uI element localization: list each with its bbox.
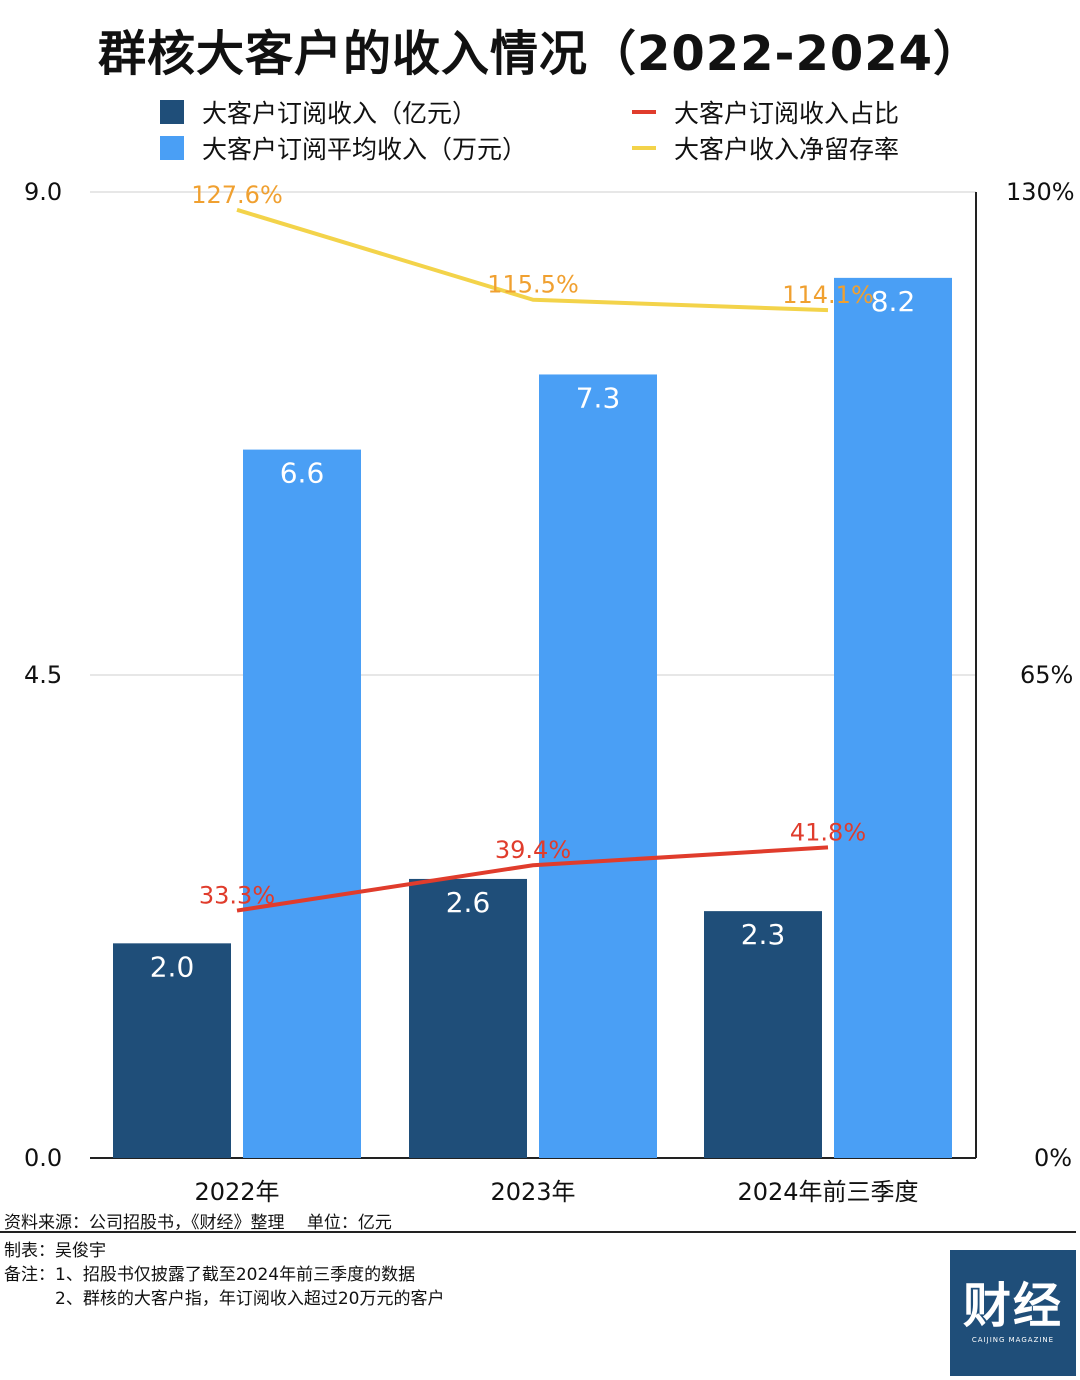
right-axis-tick: 0%: [1034, 1144, 1073, 1172]
legend-swatch: [160, 100, 184, 124]
source-note: 资料来源：公司招股书，《财经》整理 单位：亿元: [4, 1213, 392, 1233]
legend-item-subscription-revenue: 大客户订阅收入（亿元）: [160, 94, 477, 130]
right-axis-tick: 65%: [1020, 661, 1074, 689]
line-data-label: 127.6%: [191, 181, 283, 209]
bar-data-label: 2.3: [741, 918, 786, 951]
legend-swatch: [632, 146, 656, 150]
x-axis-label-2022: 2022年: [194, 1178, 280, 1206]
line-net-retention: [236, 207, 829, 313]
left-axis-tick: 4.5: [24, 661, 63, 689]
right-axis-tick: 130%: [1006, 178, 1075, 206]
logo-wordmark: 财经: [962, 1278, 1063, 1334]
x-axis-label-2023: 2023年: [490, 1178, 576, 1206]
x-axis-label-2024: 2024年前三季度: [737, 1178, 919, 1206]
left-axis-tick: 0.0: [24, 1144, 63, 1172]
remark-note-2: 2、群核的大客户指，年订阅收入超过20万元的客户: [4, 1289, 445, 1309]
remark-note-1: 备注：1、招股书仅披露了截至2024年前三季度的数据: [4, 1265, 416, 1285]
line-data-label: 41.8%: [790, 818, 866, 846]
legend-label: 大客户订阅平均收入（万元）: [202, 135, 528, 164]
bar-subscription-revenue: [113, 943, 231, 1158]
bar-data-label: 2.0: [150, 950, 195, 983]
bar-subscription-revenue: [409, 878, 527, 1158]
legend-swatch: [632, 110, 656, 114]
bar-average-revenue: [243, 449, 361, 1159]
left-axis-tick: 9.0: [24, 178, 63, 206]
caijing-logo: 财经 CAIJING MAGAZINE: [950, 1250, 1076, 1376]
line-data-label: 33.3%: [199, 882, 275, 910]
maker-note: 制表：吴俊宇: [4, 1241, 106, 1261]
legend-item-net-retention: 大客户收入净留存率: [632, 130, 899, 166]
bar-average-revenue: [834, 277, 952, 1158]
bar-data-label: 7.3: [576, 381, 621, 414]
legend-swatch: [160, 136, 184, 160]
bar-data-label: 8.2: [871, 285, 916, 318]
bar-data-label: 2.6: [446, 886, 491, 919]
line-revenue-share: [236, 845, 829, 913]
legend-label: 大客户订阅收入（亿元）: [202, 99, 478, 128]
bar-data-label: 6.6: [280, 457, 325, 490]
line-data-label: 39.4%: [495, 836, 571, 864]
bar-subscription-revenue: [704, 911, 822, 1158]
chart-title: 群核大客户的收入情况（2022-2024）: [97, 26, 983, 82]
line-data-label: 114.1%: [782, 281, 874, 309]
legend-item-average-revenue: 大客户订阅平均收入（万元）: [160, 130, 527, 166]
footer-divider: [0, 1231, 1076, 1233]
legend-label: 大客户订阅收入占比: [674, 99, 900, 128]
logo-subtitle: CAIJING MAGAZINE: [971, 1336, 1055, 1344]
bar-average-revenue: [539, 374, 657, 1158]
legend-label: 大客户收入净留存率: [674, 135, 900, 164]
line-data-label: 115.5%: [487, 271, 579, 299]
legend-item-revenue-share: 大客户订阅收入占比: [632, 94, 899, 130]
